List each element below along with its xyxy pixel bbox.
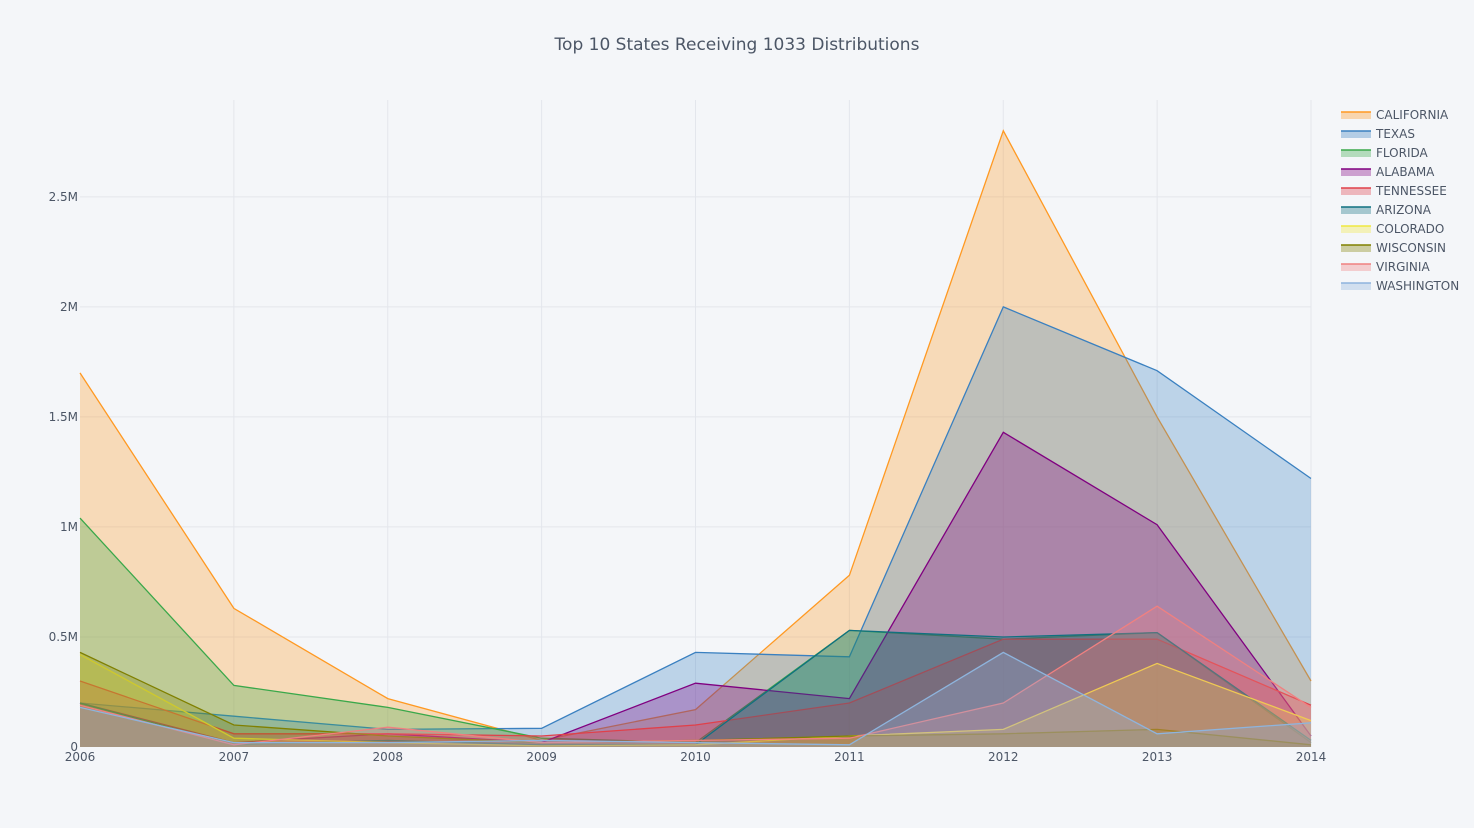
line-colorado — [79, 654, 1312, 747]
x-tick-label: 2012 — [988, 750, 1019, 764]
line-texas — [79, 306, 1312, 731]
legend-item-florida: FLORIDA — [1341, 146, 1429, 160]
legend-item-washington: WASHINGTON — [1341, 279, 1459, 293]
legend-label: FLORIDA — [1376, 146, 1429, 160]
legend-label: COLORADO — [1376, 222, 1444, 236]
area-florida — [80, 518, 1311, 747]
legend-swatch — [1341, 226, 1371, 233]
legend-item-wisconsin: WISCONSIN — [1341, 241, 1446, 255]
chart-title: Top 10 States Receiving 1033 Distributio… — [554, 35, 920, 55]
legend-swatch — [1341, 207, 1371, 214]
legend-swatch — [1341, 264, 1371, 271]
x-tick-label: 2007 — [219, 750, 250, 764]
legend-item-texas: TEXAS — [1341, 127, 1415, 141]
legend-label: ALABAMA — [1376, 165, 1435, 179]
y-tick-label: 2.5M — [49, 190, 78, 204]
x-tick-label: 2013 — [1142, 750, 1173, 764]
area-arizona — [80, 630, 1311, 747]
line-california — [79, 129, 1312, 742]
y-tick-label: 0.5M — [49, 630, 78, 644]
line-washington — [79, 651, 1312, 746]
legend-item-california: CALIFORNIA — [1341, 108, 1449, 122]
y-tick-label: 2M — [60, 300, 78, 314]
legend-label: WASHINGTON — [1376, 279, 1459, 293]
legend-swatch — [1341, 131, 1371, 138]
x-tick-label: 2008 — [372, 750, 403, 764]
area-california — [80, 130, 1311, 748]
legend-label: VIRGINIA — [1376, 260, 1430, 274]
x-tick-label: 2014 — [1296, 750, 1327, 764]
gridlines — [80, 100, 1312, 747]
legend-item-alabama: ALABAMA — [1341, 165, 1435, 179]
legend-swatch — [1341, 245, 1371, 252]
legend-swatch — [1341, 112, 1371, 119]
axis-labels: 2006 2007 2008 2009 2010 2011 2012 2013 2014 0 0.5… — [49, 190, 1327, 764]
legend-label: ARIZONA — [1376, 203, 1432, 217]
legend-item-arizona: ARIZONA — [1341, 203, 1432, 217]
area-colorado — [80, 654, 1311, 747]
legend-swatch — [1341, 283, 1371, 290]
legend-label: TENNESSEE — [1375, 184, 1447, 198]
x-tick-label: 2009 — [526, 750, 557, 764]
x-tick-label: 2011 — [834, 750, 865, 764]
y-tick-label: 1.5M — [49, 410, 78, 424]
legend-label: TEXAS — [1375, 127, 1415, 141]
area-washington — [80, 652, 1311, 747]
area-tennessee — [80, 639, 1311, 747]
y-tick-label: 0 — [70, 740, 78, 754]
series-areas — [79, 129, 1312, 748]
legend-swatch — [1341, 150, 1371, 157]
legend-label: CALIFORNIA — [1376, 108, 1449, 122]
area-alabama — [80, 432, 1311, 747]
line-virginia — [79, 605, 1312, 746]
x-tick-label: 2006 — [65, 750, 96, 764]
area-virginia — [80, 606, 1311, 747]
legend-item-colorado: COLORADO — [1341, 222, 1444, 236]
x-tick-label: 2010 — [680, 750, 711, 764]
legend-swatch — [1341, 169, 1371, 176]
legend-label: WISCONSIN — [1376, 241, 1446, 255]
legend-item-virginia: VIRGINIA — [1341, 260, 1430, 274]
y-tick-label: 1M — [60, 520, 78, 534]
legend-swatch — [1341, 188, 1371, 195]
legend-item-tennessee: TENNESSEE — [1341, 184, 1447, 198]
legend: CALIFORNIA TEXAS FLORIDA ALABAMA TENNESSEE AR… — [1341, 108, 1459, 293]
